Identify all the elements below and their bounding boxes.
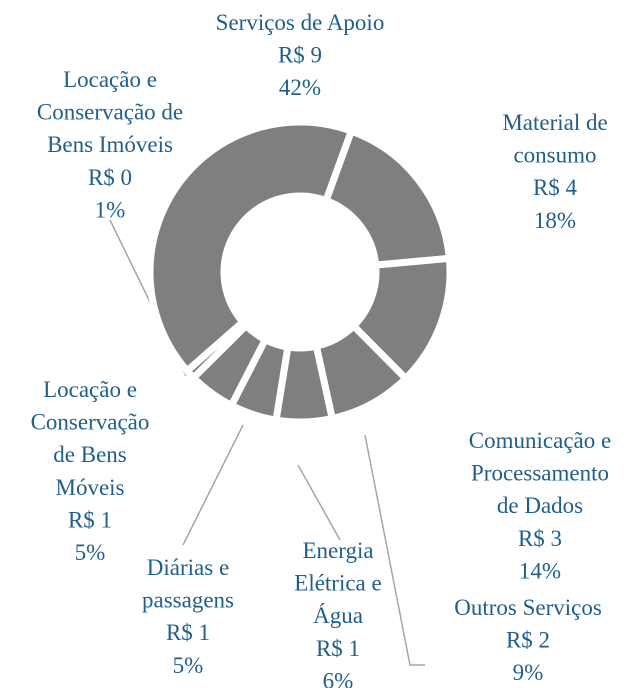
amount-label: R$ 1 <box>68 507 112 532</box>
category-label: Locação e <box>43 377 137 402</box>
donut-slice <box>146 118 356 376</box>
category-label: Elétrica e <box>294 571 381 596</box>
leader-line <box>182 424 244 546</box>
category-label: Conservação <box>31 410 150 435</box>
amount-label: R$ 4 <box>533 175 578 200</box>
value-label: 5% <box>173 653 204 678</box>
value-label: 9% <box>513 660 544 685</box>
donut-slice <box>321 126 454 269</box>
category-label: Água <box>313 603 363 628</box>
category-label: de Bens <box>53 442 127 467</box>
amount-label: R$ 1 <box>316 636 360 661</box>
value-label: 14% <box>519 558 561 583</box>
category-label: Material de <box>502 110 607 135</box>
category-label: passagens <box>142 588 234 613</box>
category-label: Móveis <box>56 475 125 500</box>
value-label: 42% <box>279 75 321 100</box>
category-label: Diárias e <box>147 555 229 580</box>
category-label: Comunicação e <box>469 428 611 453</box>
amount-label: R$ 1 <box>166 620 210 645</box>
category-label: Conservação de <box>37 100 183 125</box>
leader-line <box>364 434 425 666</box>
category-label: consumo <box>513 143 596 168</box>
category-label: Serviços de Apoio <box>216 10 385 35</box>
amount-label: R$ 2 <box>506 628 550 653</box>
category-label: Locação e <box>63 67 157 92</box>
leader-line <box>297 464 341 541</box>
amount-label: R$ 3 <box>518 526 562 551</box>
category-label: Bens Imóveis <box>47 132 173 157</box>
category-label: Energia <box>302 538 373 563</box>
amount-label: R$ 0 <box>88 165 132 190</box>
value-label: 5% <box>75 540 106 565</box>
category-label: Processamento <box>471 461 609 486</box>
value-label: 18% <box>534 208 576 233</box>
value-label: 6% <box>323 668 354 688</box>
amount-label: R$ 9 <box>278 43 322 68</box>
value-label: 1% <box>95 197 126 222</box>
category-label: Outros Serviços <box>454 595 602 620</box>
category-label: de Dados <box>497 493 583 518</box>
